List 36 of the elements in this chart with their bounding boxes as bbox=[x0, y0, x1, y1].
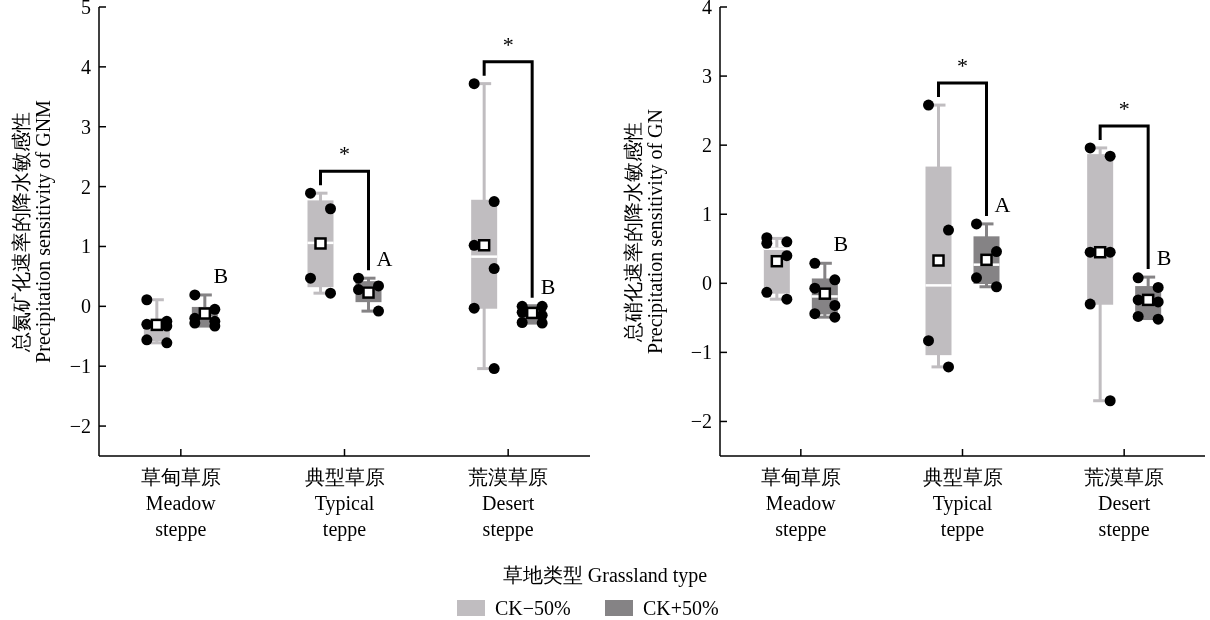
x-tick-label: 荒漠草原 Desert steppe bbox=[468, 466, 549, 541]
y-tick-label: 0 bbox=[702, 272, 712, 295]
x-tick-label: 典型草原 Typical teppe bbox=[304, 466, 385, 541]
annotation: * bbox=[339, 141, 350, 167]
y-tick-label: 3 bbox=[702, 65, 712, 88]
x-axis-title: 草地类型 Grassland type bbox=[502, 564, 708, 587]
y-tick-label: −2 bbox=[690, 410, 712, 433]
text: B bbox=[1156, 245, 1172, 271]
y-axis-title: 总氮矿化速率的降水敏感性 Precipitation sensitivity of GNM bbox=[10, 99, 55, 363]
text: A bbox=[994, 191, 1011, 217]
x-tick-label: 草甸草原 Meadow steppe bbox=[140, 466, 221, 541]
annotation: * bbox=[957, 53, 968, 79]
legend-label: CK+50% bbox=[643, 597, 719, 619]
y-tick-label: 4 bbox=[702, 0, 712, 18]
text: A bbox=[376, 246, 393, 272]
annotation: * bbox=[1118, 95, 1130, 121]
text: B bbox=[213, 262, 229, 288]
x-tick-label: 典型草原 Typical teppe bbox=[922, 466, 1003, 541]
y-tick-label: 3 bbox=[81, 115, 91, 138]
x-tick-label: 草甸草原 Meadow steppe bbox=[760, 466, 841, 541]
y-tick-label: −2 bbox=[69, 415, 91, 438]
text: B bbox=[833, 231, 849, 257]
y-tick-label: 0 bbox=[81, 295, 91, 318]
y-tick-label: 5 bbox=[81, 0, 91, 18]
legend-label: CK−50% bbox=[495, 597, 571, 619]
y-tick-label: 4 bbox=[81, 55, 91, 78]
y-tick-label: −1 bbox=[690, 341, 712, 364]
x-tick-label: 荒漠草原 Desert steppe bbox=[1084, 466, 1165, 541]
y-tick-label: −1 bbox=[69, 355, 91, 378]
text: B bbox=[540, 273, 556, 299]
y-axis-title: 总硝化速率的降水敏感性 Precipitation sensitivity of GN bbox=[622, 109, 667, 354]
y-tick-label: 1 bbox=[702, 203, 712, 226]
y-tick-label: 2 bbox=[81, 175, 91, 198]
annotation: * bbox=[502, 31, 514, 57]
y-tick-label: 2 bbox=[702, 134, 712, 157]
y-tick-label: 1 bbox=[81, 235, 91, 258]
